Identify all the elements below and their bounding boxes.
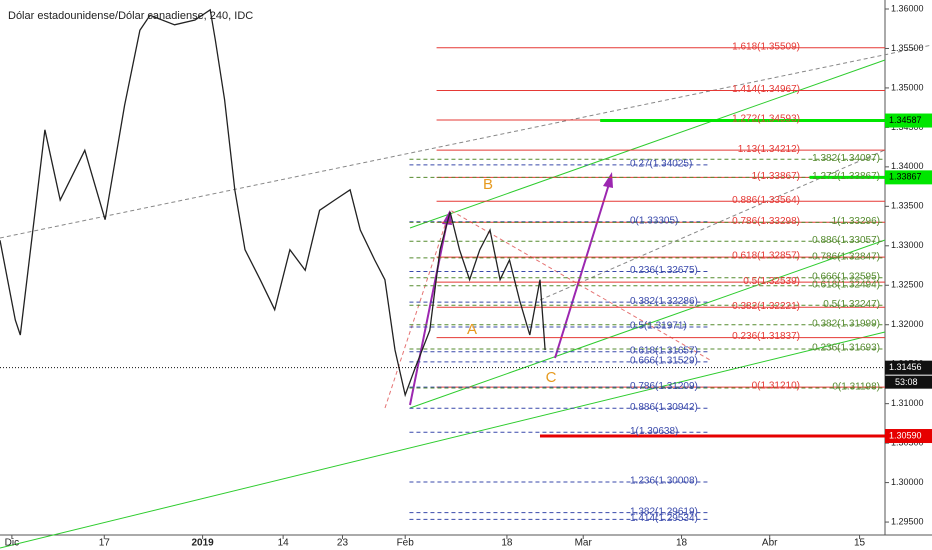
arrow — [554, 183, 610, 359]
x-tick-label: Feb — [397, 538, 415, 549]
fib-label: 0.666(1.32595) — [812, 271, 880, 282]
y-tick-label: 1.32500 — [891, 280, 924, 290]
pattern-line — [384, 209, 711, 409]
x-tick-label: 15 — [854, 538, 866, 549]
price-mark-box — [885, 170, 932, 185]
chart-title: Dólar estadounidense/Dólar canadiense, 2… — [8, 10, 253, 22]
fib-label: 0.236(1.31837) — [732, 331, 800, 342]
x-tick-label: Mar — [575, 538, 593, 549]
price-mark-label: 1.30590 — [889, 430, 922, 440]
x-tick-label: 23 — [337, 538, 349, 549]
fib-label: 0.886(1.33057) — [812, 235, 880, 246]
price-axis-panel — [885, 0, 932, 550]
fib-label: 0.236(1.32675) — [630, 265, 698, 276]
fib-label: 0.786(1.31209) — [630, 381, 698, 392]
y-tick-label: 1.32000 — [891, 319, 924, 329]
fib-label: 0.618(1.32494) — [812, 279, 880, 290]
fib-label: 1(1.30638) — [630, 426, 678, 437]
y-tick-label: 1.34000 — [891, 161, 924, 171]
trend-line — [0, 331, 886, 549]
y-tick-label: 1.33500 — [891, 201, 924, 211]
fib-label: 0.886(1.33564) — [732, 195, 800, 206]
fib-label: 0.382(1.32221) — [732, 301, 800, 312]
fib-label: 1.618(1.35509) — [732, 41, 800, 52]
y-tick-label: 1.33000 — [891, 240, 924, 250]
y-tick-label: 1.35000 — [891, 82, 924, 92]
y-tick-label: 1.29500 — [891, 516, 924, 526]
x-tick-label: 2019 — [191, 538, 214, 549]
fib-label: 0.5(1.32539) — [743, 276, 800, 287]
fib-label: 0.618(1.32857) — [732, 251, 800, 262]
fib-label: 0.786(1.33298) — [732, 216, 800, 227]
channel-line — [409, 59, 886, 229]
countdown: 53:08 — [895, 377, 918, 387]
x-tick-label: 14 — [278, 538, 290, 549]
x-tick-label: 18 — [676, 538, 688, 549]
fib-label: 1.272(1.34593) — [732, 114, 800, 125]
fib-label: 1(1.33867) — [752, 171, 800, 182]
arrow — [409, 221, 448, 406]
price-line — [0, 8, 546, 398]
price-mark-box — [885, 429, 932, 444]
x-tick-label: Dic — [5, 538, 19, 549]
countdown-box — [885, 375, 932, 389]
fib-label: 0.382(1.31999) — [812, 318, 880, 329]
plot-area — [0, 8, 932, 549]
x-tick-label: Abr — [762, 538, 778, 549]
fib-label: 0.666(1.31529) — [630, 356, 698, 367]
y-tick-label: 1.35500 — [891, 43, 924, 53]
fib-label: 0.786(1.32847) — [812, 252, 880, 263]
fib-label: 0.382(1.32286) — [630, 296, 698, 307]
y-tick-label: 1.31000 — [891, 398, 924, 408]
fib-label: 1.272(1.33867) — [812, 171, 880, 182]
y-tick-label: 1.30000 — [891, 477, 924, 487]
fib-label: 0.236(1.31693) — [812, 343, 880, 354]
fib-label: 0.27(1.34025) — [630, 159, 692, 170]
fib-label: 1.236(1.30008) — [630, 476, 698, 487]
fib-label: 1(1.33296) — [832, 216, 880, 227]
fib-label: 1.382(1.29619) — [630, 506, 698, 517]
wave-label: A — [467, 321, 477, 338]
trend-line — [0, 44, 932, 239]
fib-label: 0(1.31198) — [832, 382, 880, 393]
fib-label: 0(1.33305) — [630, 215, 678, 226]
arrow-head — [603, 172, 613, 188]
wave-label: C — [546, 369, 557, 386]
wave-label: B — [483, 176, 493, 193]
y-tick-label: 1.36000 — [891, 3, 924, 13]
fib-label: 0(1.31210) — [752, 381, 800, 392]
fib-label: 1.382(1.34097) — [812, 153, 880, 164]
price-mark-label: 1.34587 — [889, 115, 922, 125]
fib-label: 1.13(1.34212) — [738, 144, 800, 155]
x-tick-label: 17 — [99, 538, 111, 549]
fib-label: 0.618(1.31657) — [630, 345, 698, 356]
price-mark-box — [885, 360, 932, 375]
fib-label: 0.5(1.31971) — [630, 321, 687, 332]
price-mark-box — [885, 113, 932, 128]
price-mark-label: 1.33867 — [889, 172, 922, 182]
price-mark-label: 1.31456 — [889, 362, 922, 372]
x-tick-label: 18 — [501, 538, 513, 549]
fib-label: 0.886(1.30942) — [630, 402, 698, 413]
fib-label: 0.5(1.32247) — [823, 299, 880, 310]
fib-label: 1.414(1.34967) — [732, 84, 800, 95]
fib-label: 1.414(1.29534) — [630, 513, 698, 524]
